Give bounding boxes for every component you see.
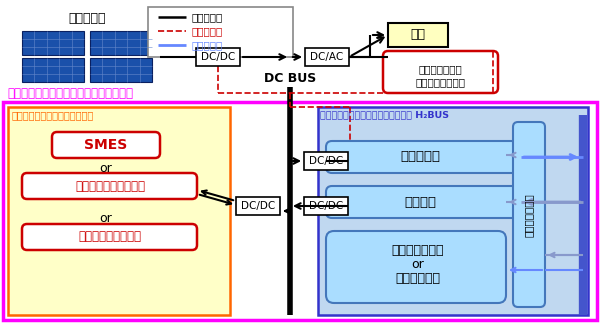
FancyBboxPatch shape — [326, 231, 506, 303]
Bar — [305, 48, 349, 66]
Text: 電気二重層キャパシタ: 電気二重層キャパシタ — [75, 179, 145, 192]
FancyBboxPatch shape — [326, 141, 521, 173]
Text: （出力予測技術）: （出力予測技術） — [415, 77, 465, 87]
Bar — [22, 58, 84, 82]
Bar — [8, 107, 230, 315]
Text: 水素吸蔵合金: 水素吸蔵合金 — [395, 271, 440, 284]
Text: 電力・水素複合エネルギー貯蔵システム: 電力・水素複合エネルギー貯蔵システム — [7, 87, 133, 100]
Text: 水素ライン: 水素ライン — [191, 40, 222, 50]
Bar — [90, 58, 152, 82]
Text: or: or — [412, 258, 424, 271]
Text: 通信ライン: 通信ライン — [191, 26, 222, 36]
Text: DC BUS: DC BUS — [264, 72, 316, 84]
Bar — [236, 197, 280, 215]
FancyBboxPatch shape — [383, 51, 498, 93]
FancyBboxPatch shape — [326, 186, 521, 218]
FancyBboxPatch shape — [22, 224, 197, 250]
Text: 短周期変動補償用電力貯蔵装置: 短周期変動補償用電力貯蔵装置 — [12, 110, 94, 120]
Bar — [318, 107, 588, 315]
FancyBboxPatch shape — [513, 122, 545, 307]
Text: 液体水素タンク: 液体水素タンク — [392, 244, 444, 257]
Bar — [388, 23, 448, 47]
Text: 長周期変動補償用水素貯蔵システム H₂BUS: 長周期変動補償用水素貯蔵システム H₂BUS — [320, 110, 449, 119]
Bar — [3, 102, 597, 320]
Text: 太陽光発電: 太陽光発電 — [68, 11, 106, 24]
Text: 電力入出力制御: 電力入出力制御 — [418, 64, 462, 74]
Text: リチウムイオン電池: リチウムイオン電池 — [79, 230, 142, 243]
Bar — [304, 197, 348, 215]
Text: 水電解装置: 水電解装置 — [400, 150, 440, 163]
Text: DC/DC: DC/DC — [309, 201, 343, 211]
Text: or: or — [100, 212, 112, 225]
Text: 負荷: 負荷 — [410, 29, 425, 42]
Text: DC/DC: DC/DC — [309, 156, 343, 166]
Bar — [148, 7, 293, 57]
Text: 電力ライン: 電力ライン — [191, 12, 222, 22]
Text: SMES: SMES — [85, 138, 128, 152]
Text: DC/DC: DC/DC — [241, 201, 275, 211]
Text: or: or — [100, 162, 112, 175]
Bar — [196, 48, 240, 66]
FancyBboxPatch shape — [52, 132, 160, 158]
Text: バッファタンク: バッファタンク — [524, 193, 534, 237]
Text: DC/AC: DC/AC — [310, 52, 344, 62]
Text: DC/DC: DC/DC — [201, 52, 235, 62]
Bar — [90, 31, 152, 55]
FancyBboxPatch shape — [22, 173, 197, 199]
Text: 燃料電池: 燃料電池 — [404, 196, 436, 209]
Bar — [304, 152, 348, 170]
Bar — [22, 31, 84, 55]
